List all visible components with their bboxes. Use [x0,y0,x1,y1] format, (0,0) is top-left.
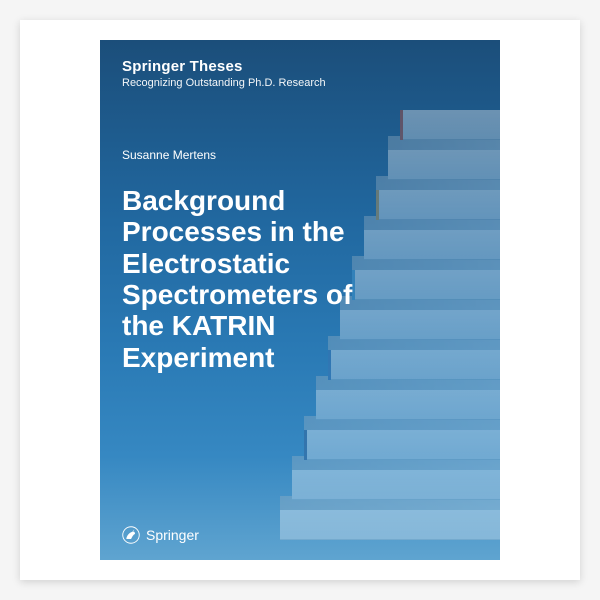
book-cover: Springer Theses Recognizing Outstanding … [100,40,500,560]
book-title: Background Processes in the Electrostati… [122,185,367,373]
series-title: Springer Theses [122,58,326,75]
publisher-block: Springer [122,526,199,544]
series-subtitle: Recognizing Outstanding Ph.D. Research [122,77,326,89]
series-block: Springer Theses Recognizing Outstanding … [122,58,326,89]
publisher-name: Springer [146,527,199,543]
springer-horse-icon [122,526,140,544]
page-container: Springer Theses Recognizing Outstanding … [20,20,580,580]
author-name: Susanne Mertens [122,148,216,162]
